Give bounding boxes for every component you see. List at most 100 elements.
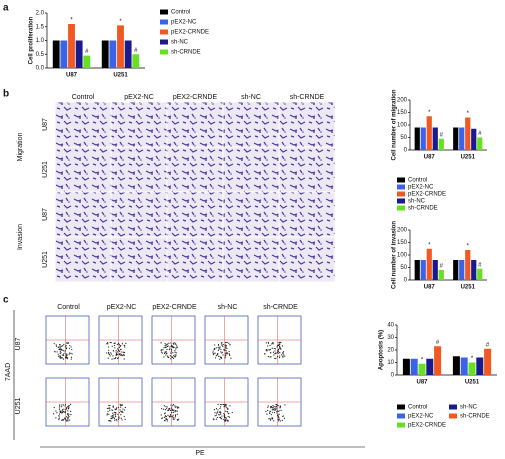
event-dot: [225, 347, 227, 349]
event-dot: [212, 353, 215, 356]
event-dot: [119, 404, 122, 406]
event-dot: [267, 342, 270, 344]
event-dot: [121, 343, 124, 345]
event-dot: [281, 354, 283, 356]
event-dot: [278, 352, 280, 354]
event-dot: [265, 349, 267, 351]
bar: [465, 250, 471, 280]
bar: [459, 127, 465, 150]
event-dot: [218, 355, 220, 357]
event-dot: [64, 404, 67, 406]
event-dot: [71, 348, 73, 351]
micrograph: [279, 192, 335, 237]
event-dot: [120, 354, 122, 356]
event-dot: [67, 410, 69, 412]
event-dot: [217, 409, 219, 411]
event-dot: [218, 345, 220, 347]
event-dot: [219, 406, 222, 408]
y-axis-label: Cell number of invasion: [392, 221, 398, 289]
event-dot: [278, 420, 280, 422]
event-dot: [170, 349, 173, 351]
event-dot: [279, 407, 281, 409]
y-tick-label: 20: [387, 348, 394, 354]
event-dot: [172, 414, 174, 416]
column-label: pEX2-CRNDE: [152, 304, 197, 311]
event-dot: [215, 355, 217, 357]
event-dot: [173, 357, 175, 359]
event-dot: [113, 411, 115, 413]
micrograph: [167, 237, 223, 282]
group-label: Migration: [17, 133, 24, 162]
event-dot: [225, 354, 227, 356]
event-dot: [267, 409, 269, 412]
significance-mark: *: [70, 18, 73, 24]
event-dot: [63, 408, 65, 410]
event-dot: [276, 412, 278, 414]
event-dot: [60, 348, 62, 350]
event-dot: [61, 404, 63, 406]
event-dot: [284, 355, 286, 357]
event-dot: [114, 411, 117, 414]
event-dot: [217, 353, 219, 355]
event-dot: [226, 419, 229, 421]
event-dot: [175, 347, 177, 349]
event-dot: [271, 411, 273, 414]
event-dot: [118, 346, 121, 349]
column-label: pEX2-CRNDE: [173, 94, 218, 101]
significance-mark: #: [436, 340, 440, 346]
event-dot: [120, 414, 122, 416]
event-dot: [59, 411, 61, 413]
event-dot: [225, 419, 227, 422]
event-dot: [221, 415, 223, 417]
event-dot: [217, 346, 219, 349]
micrograph: [279, 102, 335, 147]
event-dot: [172, 352, 174, 354]
row-label: U87: [42, 118, 49, 131]
event-dot: [61, 349, 63, 351]
event-dot: [66, 357, 69, 359]
event-dot: [171, 408, 173, 410]
event-dot: [114, 414, 117, 416]
event-dot: [229, 353, 231, 356]
event-dot: [68, 347, 71, 349]
event-dot: [212, 350, 214, 352]
event-dot: [117, 354, 119, 356]
event-dot: [168, 416, 171, 418]
micrograph: [223, 192, 279, 237]
micrograph: [111, 237, 167, 282]
event-dot: [70, 414, 72, 416]
event-dot: [270, 356, 272, 358]
event-dot: [276, 407, 278, 409]
event-dot: [270, 352, 272, 354]
event-dot: [58, 405, 61, 407]
y-tick-label: 2.0: [36, 11, 45, 17]
event-dot: [67, 342, 70, 344]
event-dot: [275, 404, 277, 406]
micrograph: [55, 237, 111, 282]
legend-label: sh-CRNDE: [408, 206, 438, 212]
bar: [459, 260, 465, 280]
event-dot: [170, 409, 172, 412]
event-dot: [271, 407, 273, 409]
bar: [414, 127, 420, 150]
legend-label: pEX2-NC: [408, 414, 434, 420]
event-dot: [174, 411, 176, 413]
event-dot: [114, 347, 116, 349]
event-dot: [169, 414, 172, 416]
event-dot: [59, 344, 61, 346]
bar: [426, 116, 432, 150]
panel-label: a: [3, 3, 9, 14]
bar: [471, 260, 477, 280]
event-dot: [108, 349, 110, 351]
event-dot: [283, 354, 285, 356]
event-dot: [273, 354, 275, 356]
event-dot: [220, 357, 223, 359]
event-dot: [166, 418, 168, 421]
event-dot: [273, 411, 276, 414]
event-dot: [225, 410, 227, 412]
event-dot: [214, 357, 217, 359]
micrograph: [279, 237, 335, 282]
event-dot: [172, 346, 175, 348]
bar: [420, 260, 426, 280]
